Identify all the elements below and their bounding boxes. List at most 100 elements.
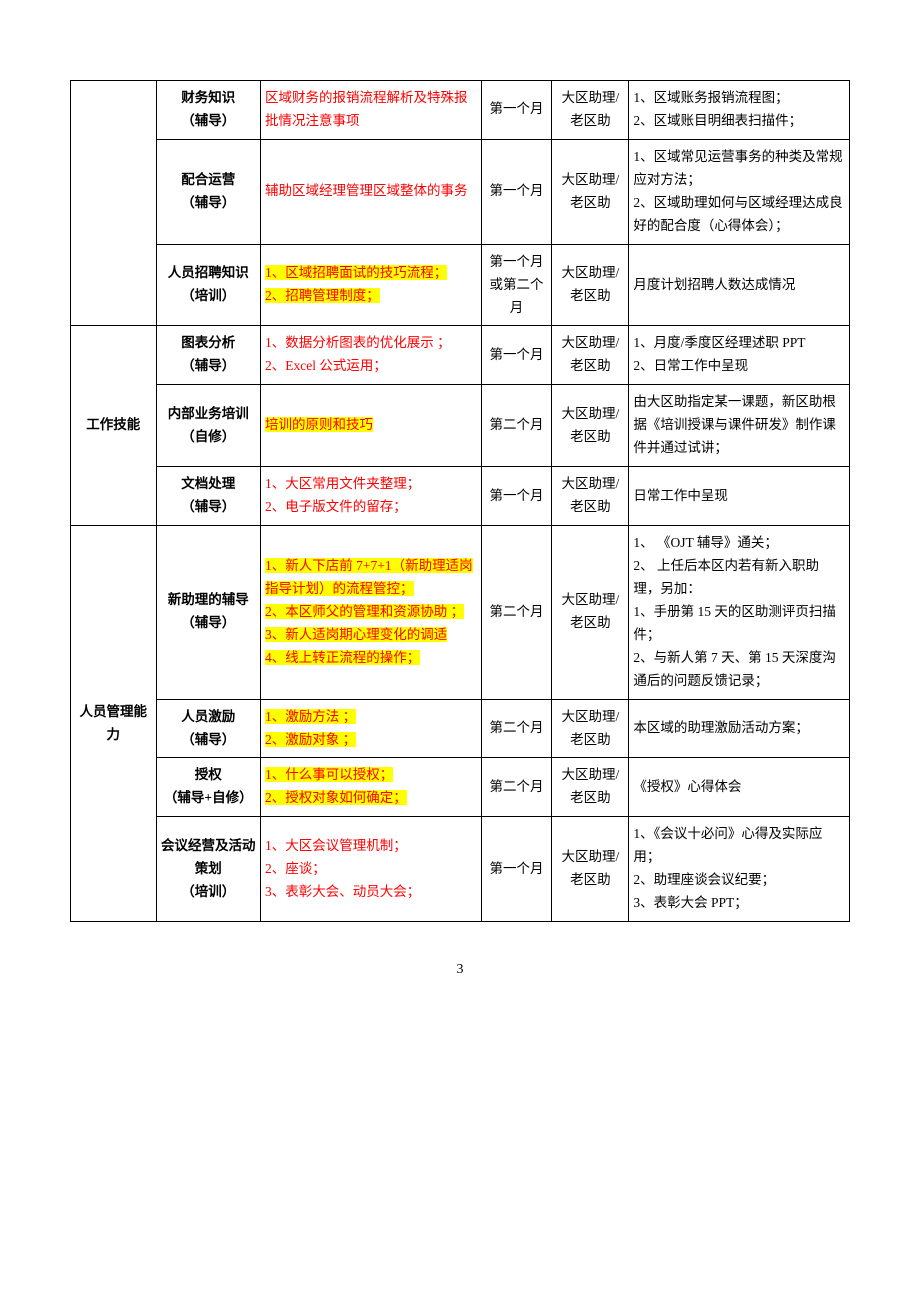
output-cell: 月度计划招聘人数达成情况 [629,244,850,326]
item-sub: （培训） [181,288,235,303]
item-title: 图表分析 [181,335,235,350]
item-sub: （辅导） [181,113,235,128]
content-cell: 1、区域招聘面试的技巧流程； 2、招聘管理制度； [261,244,482,326]
item-cell: 授权 （辅导+自修） [156,758,261,817]
item-sub: （辅导） [181,499,235,514]
content-line: 1、区域招聘面试的技巧流程； [265,265,447,280]
content-line: 2、招聘管理制度； [265,288,380,303]
content-cell: 1、大区会议管理机制； 2、座谈； 3、表彰大会、动员大会； [261,817,482,922]
time-cell: 第一个月或第二个月 [481,244,552,326]
output-cell: 1、区域常见运营事务的种类及常规应对方法；2、区域助理如何与区域经理达成良好的配… [629,139,850,244]
person-cell: 大区助理/老区助 [552,526,629,700]
category-cell-people-mgmt: 人员管理能力 [71,526,157,922]
content-line: 1、大区会议管理机制； [265,838,407,853]
table-row: 人员招聘知识 （培训） 1、区域招聘面试的技巧流程； 2、招聘管理制度； 第一个… [71,244,850,326]
item-title: 内部业务培训 [168,406,249,421]
content-line: 1、新人下店前 7+7+1（新助理适岗指导计划）的流程管控； [265,558,473,596]
item-cell: 文档处理 （辅导） [156,467,261,526]
time-cell: 第二个月 [481,699,552,758]
output-cell: 1、 《OJT 辅导》通关；2、 上任后本区内若有新入职助理，另加：1、手册第 … [629,526,850,700]
content-line: 1、什么事可以授权； [265,767,393,782]
item-sub: （自修） [181,429,235,444]
table-row: 工作技能 图表分析 （辅导） 1、数据分析图表的优化展示 ； 2、Excel 公… [71,326,850,385]
category-cell-work-skill: 工作技能 [71,326,157,526]
output-cell: 由大区助指定某一课题，新区助根据《培训授课与课件研发》制作课件并通过试讲； [629,385,850,467]
content-line: 2、电子版文件的留存； [265,499,407,514]
person-cell: 大区助理/老区助 [552,758,629,817]
item-cell: 新助理的辅导 （辅导） [156,526,261,700]
content-line: 2、座谈； [265,861,326,876]
table-row: 会议经营及活动策划 （培训） 1、大区会议管理机制； 2、座谈； 3、表彰大会、… [71,817,850,922]
time-cell: 第一个月 [481,817,552,922]
content-cell: 辅助区域经理管理区域整体的事务 [261,139,482,244]
content-line: 4、线上转正流程的操作； [265,650,420,665]
person-cell: 大区助理/老区助 [552,244,629,326]
item-title: 会议经营及活动策划 [161,838,256,876]
person-cell: 大区助理/老区助 [552,699,629,758]
item-title: 人员激励 [181,709,235,724]
item-title: 财务知识 [181,90,235,105]
content-line: 培训的原则和技巧 [265,417,373,432]
item-cell: 内部业务培训 （自修） [156,385,261,467]
item-sub: （培训） [181,884,235,899]
table-row: 人员激励 （辅导） 1、激励方法 ； 2、激励对象 ； 第二个月 大区助理/老区… [71,699,850,758]
content-cell: 1、新人下店前 7+7+1（新助理适岗指导计划）的流程管控； 2、本区师父的管理… [261,526,482,700]
content-cell: 1、数据分析图表的优化展示 ； 2、Excel 公式运用； [261,326,482,385]
time-cell: 第一个月 [481,467,552,526]
item-cell: 人员招聘知识 （培训） [156,244,261,326]
category-cell-blank [71,81,157,326]
output-cell: 日常工作中呈现 [629,467,850,526]
item-cell: 人员激励 （辅导） [156,699,261,758]
content-cell: 培训的原则和技巧 [261,385,482,467]
content-line: 2、激励对象 ； [265,732,356,747]
item-cell: 图表分析 （辅导） [156,326,261,385]
table-row: 人员管理能力 新助理的辅导 （辅导） 1、新人下店前 7+7+1（新助理适岗指导… [71,526,850,700]
item-title: 配合运营 [181,172,235,187]
table-row: 财务知识 （辅导） 区域财务的报销流程解析及特殊报批情况注意事项 第一个月 大区… [71,81,850,140]
table-row: 内部业务培训 （自修） 培训的原则和技巧 第二个月 大区助理/老区助 由大区助指… [71,385,850,467]
output-cell: 1、《会议十必问》心得及实际应用；2、助理座谈会议纪要；3、表彰大会 PPT； [629,817,850,922]
item-cell: 会议经营及活动策划 （培训） [156,817,261,922]
item-sub: （辅导+自修） [164,790,253,805]
content-cell: 1、什么事可以授权； 2、授权对象如何确定； [261,758,482,817]
document-page: 财务知识 （辅导） 区域财务的报销流程解析及特殊报批情况注意事项 第一个月 大区… [0,0,920,1018]
time-cell: 第一个月 [481,326,552,385]
time-cell: 第二个月 [481,385,552,467]
training-table: 财务知识 （辅导） 区域财务的报销流程解析及特殊报批情况注意事项 第一个月 大区… [70,80,850,922]
person-cell: 大区助理/老区助 [552,139,629,244]
content-line: 1、激励方法 ； [265,709,356,724]
output-cell: 1、区域账务报销流程图；2、区域账目明细表扫描件； [629,81,850,140]
content-cell: 1、大区常用文件夹整理； 2、电子版文件的留存； [261,467,482,526]
item-cell: 财务知识 （辅导） [156,81,261,140]
person-cell: 大区助理/老区助 [552,81,629,140]
content-line: 1、大区常用文件夹整理； [265,476,420,491]
person-cell: 大区助理/老区助 [552,817,629,922]
content-line: 2、授权对象如何确定； [265,790,407,805]
item-title: 新助理的辅导 [168,592,249,607]
content-line: 3、表彰大会、动员大会； [265,884,420,899]
content-cell: 区域财务的报销流程解析及特殊报批情况注意事项 [261,81,482,140]
content-line: 1、数据分析图表的优化展示 ； [265,335,451,350]
content-line: 2、Excel 公式运用； [265,358,387,373]
person-cell: 大区助理/老区助 [552,326,629,385]
output-cell: 1、月度/季度区经理述职 PPT2、日常工作中呈现 [629,326,850,385]
table-row: 授权 （辅导+自修） 1、什么事可以授权； 2、授权对象如何确定； 第二个月 大… [71,758,850,817]
person-cell: 大区助理/老区助 [552,385,629,467]
item-sub: （辅导） [181,358,235,373]
output-cell: 本区域的助理激励活动方案； [629,699,850,758]
content-line: 3、新人适岗期心理变化的调适 [265,627,447,642]
time-cell: 第一个月 [481,139,552,244]
table-row: 配合运营 （辅导） 辅助区域经理管理区域整体的事务 第一个月 大区助理/老区助 … [71,139,850,244]
item-cell: 配合运营 （辅导） [156,139,261,244]
time-cell: 第二个月 [481,526,552,700]
item-title: 授权 [195,767,222,782]
time-cell: 第一个月 [481,81,552,140]
item-title: 文档处理 [181,476,235,491]
content-line: 2、本区师父的管理和资源协助 ； [265,604,464,619]
output-cell: 《授权》心得体会 [629,758,850,817]
item-sub: （辅导） [181,615,235,630]
person-cell: 大区助理/老区助 [552,467,629,526]
item-sub: （辅导） [181,195,235,210]
table-row: 文档处理 （辅导） 1、大区常用文件夹整理； 2、电子版文件的留存； 第一个月 … [71,467,850,526]
content-cell: 1、激励方法 ； 2、激励对象 ； [261,699,482,758]
